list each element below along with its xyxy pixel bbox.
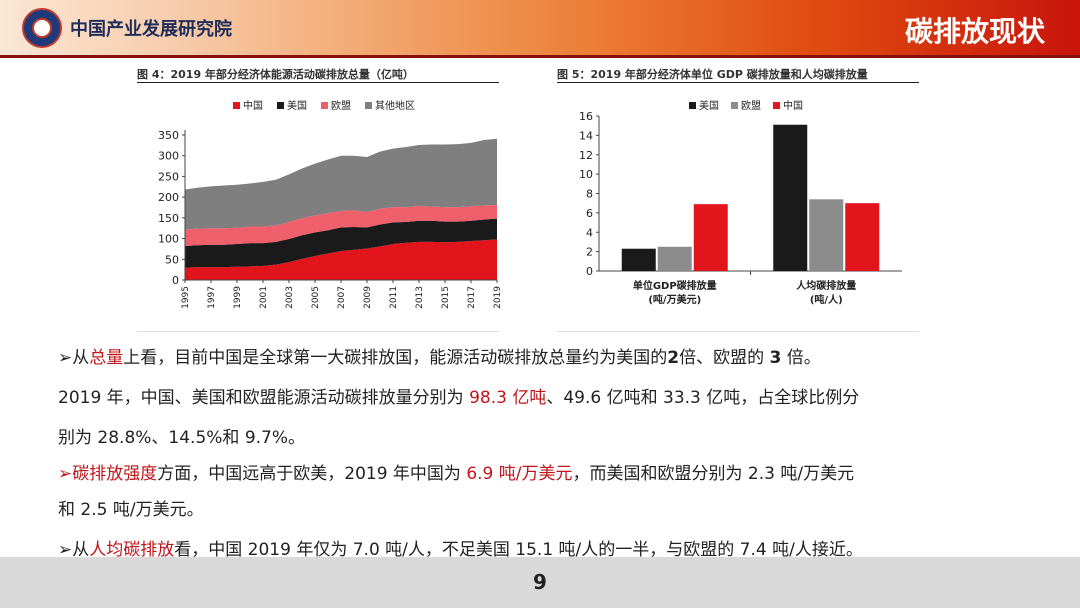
highlight-china-total: 98.3 亿吨 — [469, 388, 547, 408]
highlight-intensity: 碳排放强度 — [72, 464, 158, 484]
y-tick-label: 8 — [586, 188, 593, 201]
legend-swatch-2 — [321, 102, 328, 109]
legend-label-0: 中国 — [243, 99, 263, 112]
x-tick-label: 1999 — [233, 286, 243, 309]
footer-bar — [0, 557, 1080, 608]
x-tick-label: 2015 — [441, 286, 451, 309]
y-tick-label: 250 — [158, 170, 179, 183]
text-run: 3 — [769, 348, 782, 368]
y-tick-label: 50 — [165, 253, 179, 266]
figure5-chart: 美国 欧盟 中国 0 2 4 6 8 10 12 14 16 单位GDP碳排放量(吨/万美元) 人均碳排放… — [579, 99, 902, 306]
legend-swatch-1 — [731, 102, 738, 109]
x-tick-label: 2019 — [493, 286, 503, 309]
highlight-china-intensity: 6.9 吨/万美元 — [466, 464, 573, 484]
y-tick-label: 6 — [586, 207, 593, 220]
header-bar — [0, 0, 1080, 55]
bullet-arrow-icon: ➢ — [58, 348, 73, 368]
paragraph-2019-emissions: 2019 年，中国、美国和欧盟能源活动碳排放量分别为 98.3 亿吨、49.6 … — [58, 383, 859, 408]
text-run: 方面，中国远高于欧美，2019 年中国为 — [157, 464, 467, 484]
bullet-arrow-icon: ➢ — [58, 540, 73, 560]
x-tick-label: 1995 — [181, 286, 191, 309]
text-run: 从 — [72, 348, 90, 368]
legend-label-1: 美国 — [287, 99, 307, 112]
paragraph-share: 别为 28.8%、14.5%和 9.7%。 — [58, 428, 306, 448]
figure4-chart: 中国 美国 欧盟 其他地区 0 50 100 150 200 250 300 350 1995 1997 1… — [158, 99, 503, 309]
legend-label-3: 其他地区 — [375, 99, 415, 112]
x-tick-label: 1997 — [207, 286, 217, 309]
text-run: ，而美国和欧盟分别为 2.3 吨/万美元 — [572, 464, 855, 484]
legend-swatch-1 — [277, 102, 284, 109]
y-tick-label: 14 — [579, 129, 593, 142]
figure5-top-rule — [557, 82, 919, 83]
x-tick-label: 2009 — [363, 286, 373, 309]
x-tick-label: 2005 — [311, 286, 321, 309]
bar-中国-0 — [693, 204, 728, 271]
institute-logo — [22, 8, 62, 48]
y-tick-label: 12 — [579, 149, 593, 162]
paragraph-intensity-cont: 和 2.5 吨/万美元。 — [58, 500, 204, 520]
figure4-title: 图 4：2019 年部分经济体能源活动碳排放总量（亿吨） — [137, 68, 414, 81]
y-tick-label: 0 — [172, 274, 179, 287]
text-run: 从 — [72, 540, 90, 560]
legend-label-0: 美国 — [699, 99, 719, 112]
category-label-0: (吨/万美元) — [648, 293, 701, 306]
y-tick-label: 4 — [586, 226, 593, 239]
figure4-bottom-rule — [137, 331, 499, 332]
legend-swatch-0 — [689, 102, 696, 109]
y-tick-label: 100 — [158, 233, 179, 246]
area-series-2 — [185, 205, 497, 247]
bar-欧盟-0 — [657, 246, 692, 271]
area-series-0 — [185, 239, 497, 280]
x-tick-label: 2011 — [389, 286, 399, 309]
category-label-1: (吨/人) — [810, 293, 843, 306]
y-tick-label: 350 — [158, 129, 179, 142]
legend-swatch-0 — [233, 102, 240, 109]
paragraph-per-capita: ➢从人均碳排放看，中国 2019 年仅为 7.0 吨/人，不足美国 15.1 吨… — [58, 535, 863, 560]
section-title: 碳排放现状 — [904, 15, 1045, 48]
bar-中国-1 — [845, 203, 880, 271]
text-run: 倍、欧盟的 — [679, 348, 770, 368]
y-tick-label: 200 — [158, 191, 179, 204]
paragraph-total: ➢从总量上看，目前中国是全球第一大碳排放国，能源活动碳排放总量约为美国的2倍、欧… — [58, 343, 821, 368]
legend-label-1: 欧盟 — [741, 100, 761, 112]
y-tick-label: 2 — [586, 246, 593, 259]
bar-美国-1 — [773, 124, 808, 271]
text-run: 看，中国 2019 年仅为 7.0 吨/人，不足美国 15.1 吨/人的一半，与… — [174, 540, 863, 560]
paragraph-intensity: ➢碳排放强度方面，中国远高于欧美，2019 年中国为 6.9 吨/万美元，而美国… — [58, 459, 854, 484]
x-tick-label: 2003 — [285, 286, 295, 309]
bar-欧盟-1 — [809, 199, 844, 271]
org-name: 中国产业发展研究院 — [70, 19, 232, 40]
text-run: 倍。 — [781, 348, 821, 368]
figure5-title: 图 5：2019 年部分经济体单位 GDP 碳排放量和人均碳排放量 — [557, 68, 868, 81]
x-tick-label: 2013 — [415, 286, 425, 309]
y-tick-label: 0 — [586, 265, 593, 278]
text-run: 上看，目前中国是全球第一大碳排放国，能源活动碳排放总量约为美国的 — [123, 348, 668, 368]
text-run: 2019 年，中国、美国和欧盟能源活动碳排放量分别为 — [58, 388, 470, 408]
category-label-1: 人均碳排放量 — [796, 279, 856, 292]
text-run: 2 — [667, 348, 680, 368]
legend-label-2: 中国 — [783, 99, 803, 112]
text-run: 、49.6 亿吨和 33.3 亿吨，占全球比例分 — [546, 388, 860, 408]
area-series-3 — [185, 138, 497, 230]
figure4-top-rule — [137, 82, 499, 83]
area-series-1 — [185, 218, 497, 268]
highlight-total: 总量 — [89, 348, 124, 368]
y-tick-label: 300 — [158, 150, 179, 163]
figure5-bottom-rule — [557, 331, 919, 332]
highlight-per-capita: 人均碳排放 — [89, 540, 175, 560]
y-tick-label: 16 — [579, 110, 593, 123]
y-tick-label: 150 — [158, 212, 179, 225]
page-number: 9 — [533, 570, 547, 594]
x-tick-label: 2017 — [467, 286, 477, 309]
bullet-arrow-icon: ➢ — [58, 464, 73, 484]
header-divider — [0, 55, 1080, 58]
x-tick-label: 2001 — [259, 286, 269, 309]
x-tick-label: 2007 — [337, 286, 347, 309]
legend-swatch-2 — [773, 102, 780, 109]
y-tick-label: 10 — [579, 168, 593, 181]
bar-美国-0 — [621, 248, 656, 271]
legend-swatch-3 — [365, 102, 372, 109]
category-label-0: 单位GDP碳排放量 — [633, 279, 717, 292]
legend-label-2: 欧盟 — [331, 100, 351, 112]
